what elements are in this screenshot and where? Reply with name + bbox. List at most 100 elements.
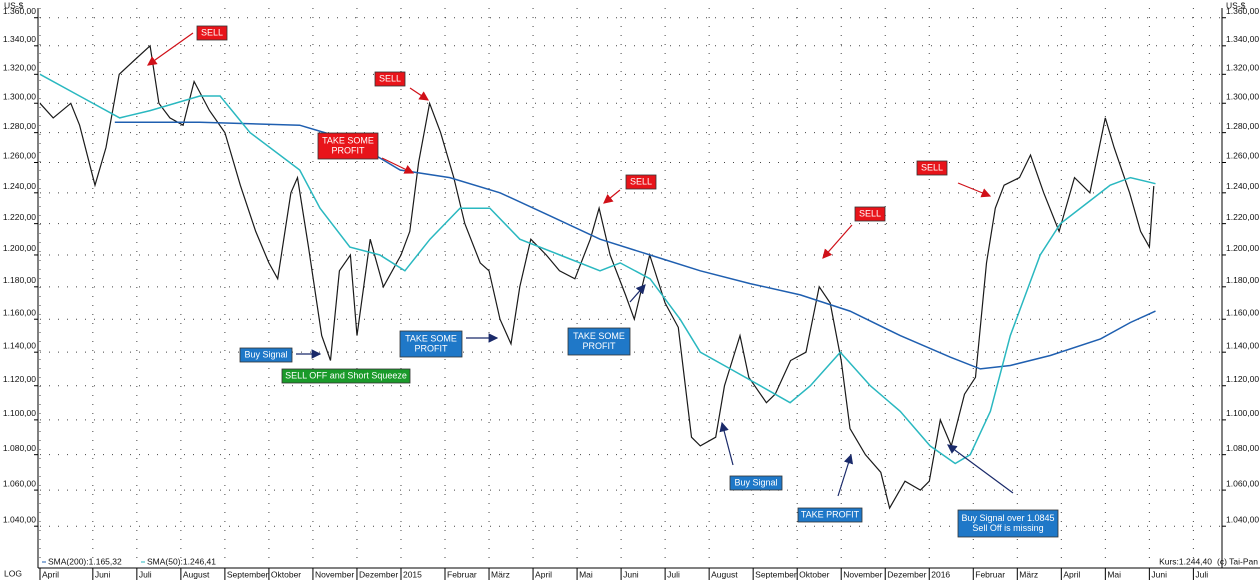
- annotation: SELL: [196, 25, 228, 41]
- annotation-text: PROFIT: [332, 145, 366, 155]
- annotation-arrow: [837, 453, 854, 497]
- y-tick-label: 1.200,00: [3, 243, 36, 253]
- annotation-box: [957, 509, 1059, 538]
- annotation-arrow: [957, 182, 992, 198]
- y-tick-label: 1.280,00: [3, 121, 36, 131]
- annotation-text: Buy Signal over 1.0845: [961, 513, 1054, 523]
- annotation-text: SELL: [921, 162, 943, 172]
- y-tick-label: 1.040,00: [3, 514, 36, 524]
- y-tick-label: 1.080,00: [1226, 443, 1259, 453]
- x-tick-label: September: [227, 569, 269, 579]
- y-tick-label: 1.320,00: [1226, 63, 1259, 73]
- y-tick-label: 1.120,00: [3, 374, 36, 384]
- annotation-arrow: [947, 444, 1014, 494]
- y-tick-label: 1.360,00: [3, 6, 36, 16]
- annotation-text: SELL OFF and Short Squeeze: [285, 370, 407, 380]
- annotation-text: SELL: [859, 208, 881, 218]
- x-tick-label: Juli: [667, 569, 680, 579]
- annotation-text: Buy Signal: [734, 477, 777, 487]
- x-tick-label: März: [1019, 569, 1038, 579]
- annotation-box: [281, 368, 411, 384]
- annotation: TAKE PROFIT: [797, 507, 863, 523]
- annotation-text: PROFIT: [583, 341, 617, 351]
- x-tick-label: Juni: [95, 569, 111, 579]
- x-tick-label: Mai: [579, 569, 593, 579]
- y-tick-label: 1.100,00: [3, 408, 36, 418]
- y-tick-label: 1.120,00: [1226, 374, 1259, 384]
- copyright: (c) Tai-Pan: [1217, 556, 1258, 566]
- y-tick-label: 1.300,00: [3, 92, 36, 102]
- annotation-arrow: [719, 421, 734, 466]
- y-tick-label: 1.220,00: [3, 212, 36, 222]
- annotation-box: [797, 507, 863, 523]
- annotation: SELL OFF and Short Squeeze: [281, 368, 411, 384]
- legend-label: SMA(200):1.165,32: [48, 556, 122, 566]
- annotation-text: PROFIT: [415, 343, 449, 353]
- annotation-text: TAKE PROFIT: [801, 509, 860, 519]
- y-tick-label: 1.060,00: [1226, 478, 1259, 488]
- y-tick-label: 1.340,00: [1226, 34, 1259, 44]
- x-tick-label: April: [535, 569, 552, 579]
- x-tick-label: August: [711, 569, 738, 579]
- annotation-text: SELL: [201, 27, 223, 37]
- annotation-arrow: [147, 32, 194, 66]
- annotation-text: SELL: [630, 176, 652, 186]
- x-tick-label: Oktober: [271, 569, 301, 579]
- annotation-box: [625, 174, 657, 190]
- y-tick-label: 1.220,00: [1226, 212, 1259, 222]
- annotation: SELL: [916, 160, 948, 176]
- annotation: Buy Signal: [239, 347, 293, 363]
- x-tick-label: Juni: [1151, 569, 1167, 579]
- x-tick-label: 2015: [403, 569, 422, 579]
- x-tick-label: Mai: [1107, 569, 1121, 579]
- x-tick-label: August: [183, 569, 210, 579]
- y-tick-label: 1.140,00: [1226, 340, 1259, 350]
- x-tick-label: Juni: [623, 569, 639, 579]
- annotation-box: [729, 475, 783, 491]
- x-tick-label: Juli: [139, 569, 152, 579]
- annotation-text: TAKE SOME: [322, 135, 374, 145]
- annotation-box: [916, 160, 948, 176]
- x-tick-label: Dezember: [887, 569, 926, 579]
- y-tick-label: 1.260,00: [3, 151, 36, 161]
- x-tick-label: November: [843, 569, 882, 579]
- y-tick-label: 1.240,00: [1226, 181, 1259, 191]
- y-unit-right: US-$: [1226, 0, 1246, 10]
- y-tick-label: 1.240,00: [3, 181, 36, 191]
- y-tick-label: 1.100,00: [1226, 408, 1259, 418]
- x-tick-label: Februar: [975, 569, 1005, 579]
- y-tick-label: 1.040,00: [1226, 514, 1259, 524]
- annotation-box: [567, 327, 631, 356]
- annotation: Buy Signal: [729, 475, 783, 491]
- x-tick-label: März: [491, 569, 510, 579]
- annotation-box: [317, 132, 379, 160]
- x-tick-label: April: [42, 569, 59, 579]
- x-tick-label: 2016: [931, 569, 950, 579]
- annotation-box: [374, 71, 406, 87]
- legend-label: SMA(50):1.246,41: [147, 556, 216, 566]
- x-tick-label: Dezember: [359, 569, 398, 579]
- y-unit-left: US-$: [4, 0, 24, 10]
- annotation-text: Sell Off is missing: [972, 523, 1043, 533]
- y-tick-label: 1.300,00: [1226, 92, 1259, 102]
- y-tick-label: 1.360,00: [1226, 6, 1259, 16]
- x-tick-label: Februar: [447, 569, 477, 579]
- y-tick-label: 1.060,00: [3, 478, 36, 488]
- annotation-arrow: [629, 284, 646, 303]
- price-line: [39, 44, 1155, 510]
- annotation-text: TAKE SOME: [573, 331, 625, 341]
- annotation-arrow: [603, 189, 621, 204]
- annotation-box: [239, 347, 293, 363]
- annotation: SELL: [374, 71, 406, 87]
- y-tick-label: 1.140,00: [3, 340, 36, 350]
- annotation-text: Buy Signal: [244, 349, 287, 359]
- x-tick-label: Juli: [1195, 569, 1208, 579]
- y-tick-label: 1.320,00: [3, 63, 36, 73]
- annotation-box: [854, 206, 886, 222]
- y-tick-label: 1.180,00: [3, 275, 36, 285]
